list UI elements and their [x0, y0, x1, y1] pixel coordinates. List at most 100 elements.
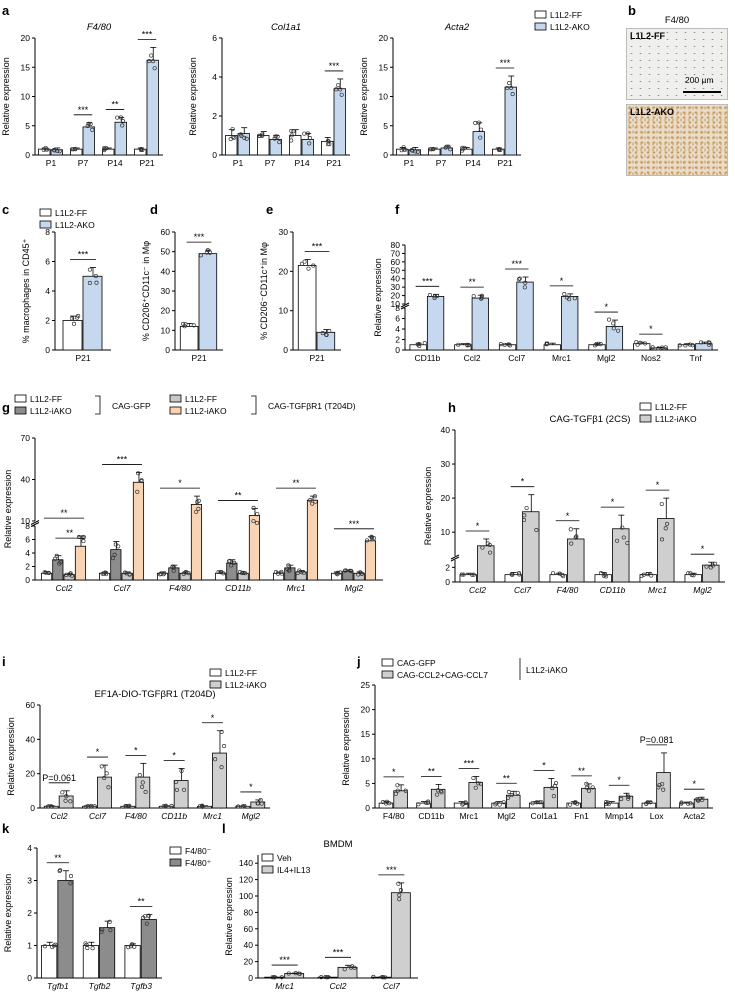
y-tick-label: 30: [161, 286, 171, 296]
bar: [289, 135, 302, 156]
data-point: [460, 147, 465, 152]
data-point: [479, 295, 484, 300]
bar: [306, 499, 319, 581]
data-point: [700, 797, 705, 802]
data-point: [51, 147, 56, 153]
data-point: [100, 571, 105, 576]
data-point: [687, 342, 692, 347]
data-point: [415, 342, 420, 347]
data-point: [393, 791, 398, 796]
data-point: [502, 342, 507, 347]
data-point: [339, 92, 344, 97]
data-point: [396, 881, 401, 886]
significance-label: **: [469, 277, 477, 287]
bar: [492, 148, 505, 156]
significance-label: P=0.081: [640, 735, 674, 745]
bar: [257, 135, 270, 156]
x-tick-label: P14: [294, 158, 309, 168]
chart-l: 0 20 40 60 80 100 120 140 Relative expression BMD…: [222, 821, 418, 991]
data-point: [310, 501, 315, 506]
micrograph-ako-label: L1L2-AKO: [630, 107, 675, 117]
bar: [353, 572, 365, 581]
y-tick-label: 0: [248, 973, 253, 983]
data-point: [334, 571, 339, 576]
y-tick-label: 10: [379, 92, 389, 102]
bar: [426, 296, 445, 351]
data-point: [307, 141, 312, 146]
panel-letter: a: [2, 3, 10, 18]
y-axis-label: % macrophages in CD45⁺: [21, 238, 31, 343]
legend-a-ako-label: L1L2-AKO: [550, 22, 590, 32]
data-point: [53, 942, 58, 947]
data-point: [460, 802, 465, 807]
y-tick-label: 2: [27, 908, 32, 918]
data-point: [325, 975, 330, 980]
x-tick-label: P14: [465, 158, 480, 168]
x-tick-label: Mgl2: [597, 353, 616, 363]
data-point: [140, 784, 145, 789]
data-point: [569, 541, 574, 546]
y-tick-label: 2: [445, 562, 450, 572]
legend-j-ccl-swatch: [381, 670, 394, 679]
x-tick-label: F4/80: [169, 583, 191, 593]
data-point: [112, 552, 117, 557]
micrograph-ff-label: L1L2-FF: [630, 31, 665, 41]
data-point: [427, 147, 433, 152]
data-point: [399, 148, 404, 153]
data-point: [601, 573, 606, 578]
data-point: [501, 800, 506, 805]
y-tick-label: 20: [391, 291, 401, 301]
significance-label: ***: [312, 242, 323, 252]
significance-label: *: [211, 713, 215, 723]
data-point: [598, 571, 604, 576]
data-point: [521, 517, 527, 523]
legend-g-iako-tgf-swatch: [169, 406, 182, 415]
data-point: [323, 975, 328, 980]
data-point: [395, 783, 400, 788]
data-point: [90, 946, 95, 951]
bar: [272, 572, 285, 581]
y-tick-label: 0: [25, 150, 30, 160]
data-point: [222, 744, 227, 749]
data-point: [516, 571, 522, 576]
y-tick-label: 40: [161, 266, 171, 276]
data-point: [230, 134, 235, 140]
data-point: [648, 800, 653, 805]
data-point: [523, 280, 528, 285]
data-point: [534, 528, 539, 533]
x-tick-label: F4/80: [125, 811, 147, 821]
significance-label: **: [66, 528, 74, 538]
data-point: [476, 781, 481, 786]
data-point: [620, 525, 625, 530]
chart-a1: 0 5 10 15 20 Relative expression F4/80 a P1 P7 P14…: [1, 3, 163, 168]
x-tick-label: P21: [139, 158, 154, 168]
data-point: [435, 792, 440, 797]
bar: [471, 297, 489, 351]
legend-k-neg-label: F4/80⁻: [185, 846, 212, 856]
data-point: [68, 799, 73, 804]
data-point: [106, 785, 111, 790]
bar: [198, 253, 218, 351]
data-point: [625, 541, 630, 546]
x-tick-label: Tgfb2: [89, 981, 111, 991]
data-point: [359, 571, 365, 576]
significance-label: *: [96, 747, 100, 757]
x-tick-label: Mrc1: [275, 981, 294, 991]
data-point: [182, 324, 187, 329]
data-point: [127, 572, 132, 577]
significance-label: ***: [512, 259, 523, 269]
bar: [695, 343, 713, 351]
data-point: [121, 119, 126, 124]
data-point: [657, 783, 662, 788]
data-point: [196, 506, 201, 511]
y-tick-label: 0: [383, 150, 388, 160]
data-point: [213, 757, 218, 762]
data-point: [598, 342, 603, 347]
bar: [390, 892, 411, 979]
y-tick-label: 80: [244, 907, 254, 917]
x-tick-label: Fn1: [574, 811, 589, 821]
y-tick-label: 0: [45, 345, 50, 355]
data-point: [572, 296, 577, 301]
data-point: [204, 250, 209, 255]
